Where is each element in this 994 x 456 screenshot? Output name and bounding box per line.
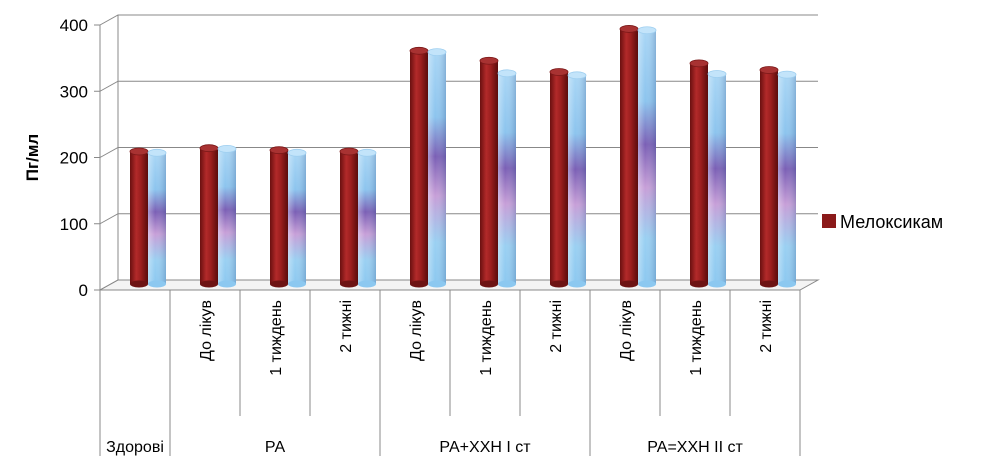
y-axis-ticks: 0 100 200 300 400 — [60, 16, 100, 300]
bar — [549, 68, 569, 288]
x-tick-label: 2 тижні — [338, 300, 355, 353]
x-tick-label: 1 тиждень — [478, 300, 495, 376]
bar — [129, 147, 149, 288]
bar — [619, 25, 639, 288]
bar — [689, 59, 709, 288]
y-axis-label: Пг/мл — [23, 134, 42, 181]
bars — [129, 25, 797, 288]
y-tick-label: 200 — [60, 149, 88, 168]
bar — [357, 148, 377, 288]
x-tick-label: 1 тиждень — [268, 300, 285, 376]
x-group-label: РА+ХХН І ст — [439, 439, 531, 456]
x-tick-label: До лікув — [408, 300, 425, 361]
y-tick-label: 0 — [79, 281, 88, 300]
bar — [567, 71, 587, 288]
bar — [269, 146, 289, 288]
x-group-label: Здорові — [106, 439, 164, 456]
legend: Мелоксикам — [822, 212, 943, 232]
bar — [637, 26, 657, 288]
bar — [707, 70, 727, 288]
bar — [427, 48, 447, 288]
bar — [287, 148, 307, 288]
x-tick-label: 2 тижні — [548, 300, 565, 353]
bar — [409, 46, 429, 288]
x-tick-label: 1 тиждень — [688, 300, 705, 376]
bar — [759, 66, 779, 288]
y-tick-label: 400 — [60, 16, 88, 35]
bar — [479, 56, 499, 288]
bar — [777, 70, 797, 288]
x-tick-label: 2 тижні — [758, 300, 775, 353]
x-group-label: РА=ХХН ІІ ст — [647, 439, 743, 456]
x-tick-label: До лікув — [618, 300, 635, 361]
bar — [147, 148, 167, 288]
y-tick-label: 100 — [60, 215, 88, 234]
bar — [217, 144, 237, 288]
x-group-label: РА — [265, 439, 286, 456]
gridline — [99, 14, 818, 26]
bar — [497, 69, 517, 288]
bar — [199, 144, 219, 288]
legend-label: Мелоксикам — [840, 212, 943, 232]
legend-swatch — [822, 214, 836, 228]
bar — [339, 147, 359, 288]
x-tick-label: До лікув — [198, 300, 215, 361]
y-tick-label: 300 — [60, 82, 88, 101]
x-axis: Здорові До лікув 1 тиждень 2 тижні РА До ліку… — [99, 290, 801, 456]
